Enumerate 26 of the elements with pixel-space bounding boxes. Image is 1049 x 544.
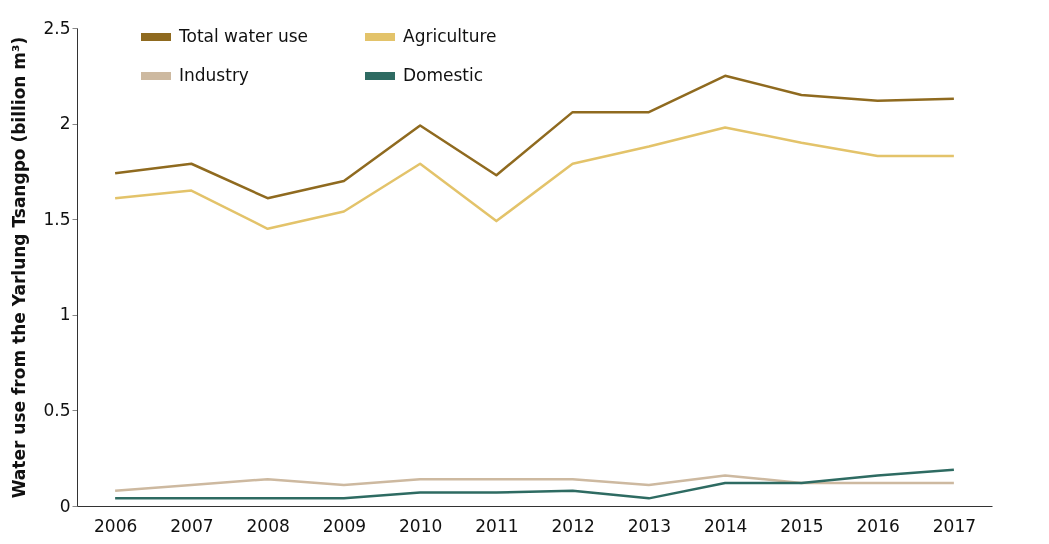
y-axis-title: Water use from the Yarlung Tsangpo (billion m³) <box>9 36 30 499</box>
legend-label: Agriculture <box>403 26 497 46</box>
x-tick-label: 2008 <box>246 515 290 536</box>
x-tick-label: 2010 <box>398 515 443 536</box>
y-tick-label: 2.5 <box>43 17 71 38</box>
y-tick-label: 0 <box>59 495 71 516</box>
x-tick-label: 2013 <box>627 515 672 536</box>
y-tick-label: 2 <box>59 113 71 134</box>
legend-label: Domestic <box>403 65 484 85</box>
x-tick-label: 2009 <box>322 515 367 536</box>
x-tick-label: 2015 <box>780 515 824 536</box>
x-tick-label: 2014 <box>703 515 748 536</box>
x-tick-label: 2012 <box>551 515 595 536</box>
x-tick-label: 2017 <box>932 515 977 536</box>
x-tick-label: 2011 <box>475 515 519 536</box>
x-tick-label: 2006 <box>93 515 138 536</box>
y-tick-label: 0.5 <box>43 399 71 420</box>
line-series <box>113 474 956 492</box>
y-tick-label: 1 <box>59 304 71 325</box>
y-tick-label: 1.5 <box>43 208 71 229</box>
legend-label: Industry <box>179 65 249 85</box>
line-series <box>113 126 956 231</box>
legend-label: Total water use <box>178 26 309 46</box>
x-tick-label: 2007 <box>170 515 214 536</box>
x-tick-label: 2016 <box>856 515 900 536</box>
line-series <box>113 468 956 500</box>
